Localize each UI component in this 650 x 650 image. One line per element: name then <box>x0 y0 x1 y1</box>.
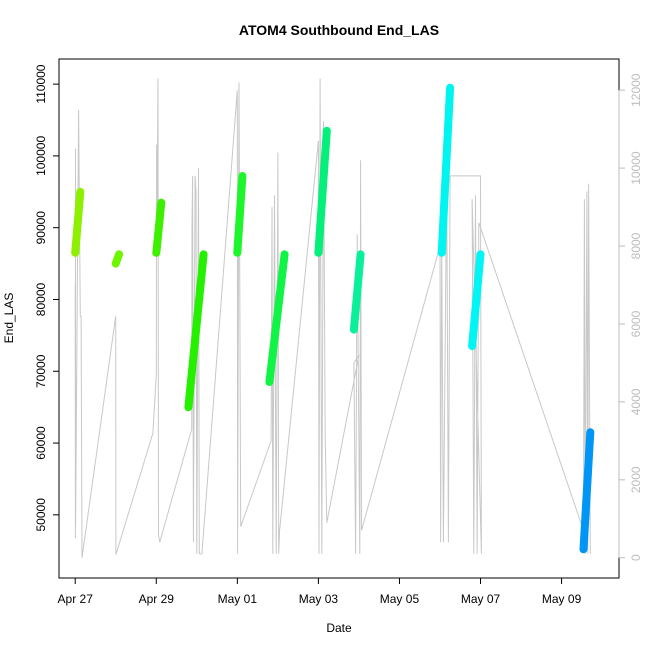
y2-tick-label: 8000 <box>629 232 643 259</box>
secondary-trace-line <box>74 78 591 558</box>
series-segment-7 <box>314 126 331 257</box>
series-segment-4 <box>184 250 208 412</box>
series-segment-10 <box>468 250 485 351</box>
x-axis: Apr 27 Apr 29 May 01 May 03 May 05 May 07 May … <box>58 577 582 606</box>
x-tick-label: May 01 <box>218 592 258 606</box>
y-tick-label: 90000 <box>34 211 48 245</box>
series-segment-8 <box>349 250 365 334</box>
series-segment-5 <box>233 172 247 257</box>
series-layer <box>71 83 595 554</box>
y2-tick-label: 4000 <box>629 388 643 415</box>
x-axis-label: Date <box>326 621 352 635</box>
y-tick-label: 80000 <box>34 282 48 316</box>
y-axis: 50000 60000 70000 80000 90000 100000 110000 <box>34 64 60 532</box>
y2-tick-label: 10000 <box>629 151 643 185</box>
y-tick-label: 60000 <box>34 426 48 460</box>
x-tick-label: May 09 <box>542 592 582 606</box>
y2-tick-label: 2000 <box>629 466 643 493</box>
y-tick-label: 50000 <box>34 498 48 532</box>
y-tick-label: 100000 <box>34 136 48 176</box>
y-tick-label: 110000 <box>34 64 48 103</box>
x-tick-label: May 05 <box>380 592 420 606</box>
series-segment-6 <box>265 250 289 386</box>
secondary-trace-layer <box>74 78 591 558</box>
x-tick-label: May 07 <box>461 592 501 606</box>
y-tick-label: 70000 <box>34 354 48 388</box>
x-tick-label: Apr 27 <box>58 592 94 606</box>
series-segment-2 <box>111 250 124 268</box>
y2-tick-label: 0 <box>629 554 643 561</box>
series-segment-11 <box>579 428 595 554</box>
series-segment-1 <box>71 187 85 257</box>
x-tick-label: Apr 29 <box>139 592 175 606</box>
series-segment-9 <box>437 83 455 257</box>
x-tick-label: May 03 <box>299 592 339 606</box>
y-axis-label: End_LAS <box>2 293 16 344</box>
y2-tick-label: 12000 <box>629 73 643 107</box>
y2-tick-label: 6000 <box>629 310 643 337</box>
y2-axis: 0 2000 4000 6000 8000 10000 12000 <box>618 73 643 561</box>
plot-frame <box>58 58 620 579</box>
chart-title: ATOM4 Southbound End_LAS <box>239 22 439 38</box>
series-segment-3 <box>152 198 166 257</box>
